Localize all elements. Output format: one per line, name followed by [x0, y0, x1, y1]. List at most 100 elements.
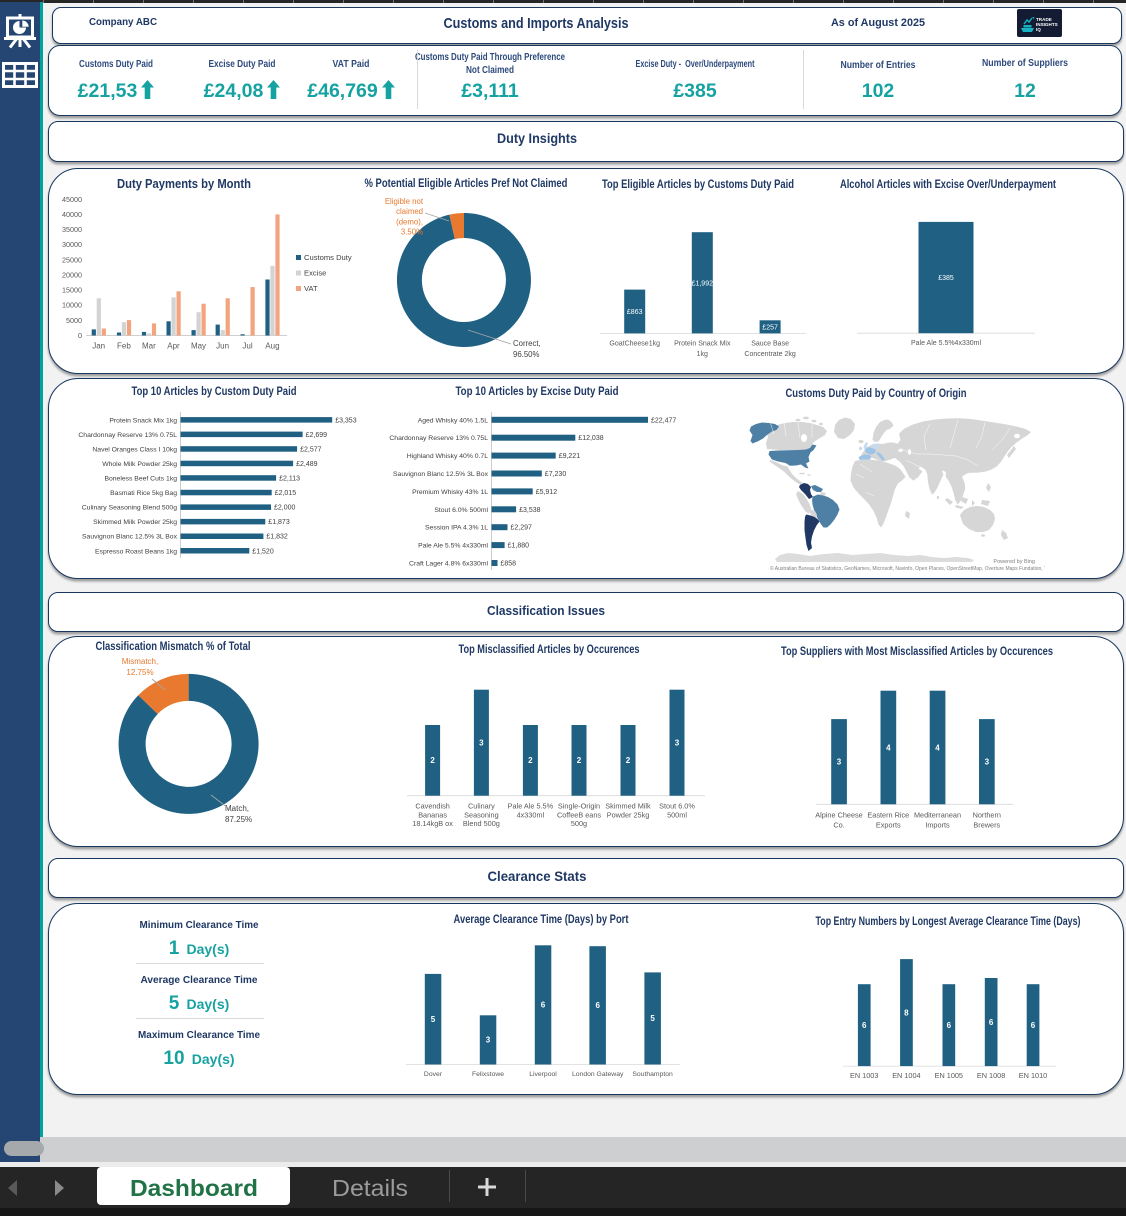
- svg-text:Stout 6.0%: Stout 6.0%: [659, 802, 695, 811]
- svg-text:10000: 10000: [62, 301, 82, 310]
- svg-text:Skimmed Milk Powder 25kg: Skimmed Milk Powder 25kg: [93, 519, 177, 526]
- svg-text:claimed: claimed: [396, 207, 423, 216]
- svg-text:£9,221: £9,221: [559, 453, 581, 460]
- svg-text:Boneless Beef Cuts 1kg: Boneless Beef Cuts 1kg: [104, 476, 177, 483]
- svg-text:Premium Whisky 43% 1L: Premium Whisky 43% 1L: [412, 489, 488, 496]
- svg-text:Cavendish: Cavendish: [415, 802, 449, 811]
- svg-text:Chardonnay Reserve 13% 0.75L: Chardonnay Reserve 13% 0.75L: [78, 432, 177, 439]
- svg-text:£22,477: £22,477: [651, 417, 676, 424]
- svg-text:£2,113: £2,113: [279, 476, 300, 483]
- svg-text:Southampton: Southampton: [632, 1071, 673, 1078]
- svg-text:Jan: Jan: [92, 342, 105, 351]
- svg-text:Navel Oranges Class I 10kg: Navel Oranges Class I 10kg: [92, 446, 177, 453]
- svg-text:Eligible not: Eligible not: [385, 197, 424, 206]
- svg-text:6: 6: [989, 1018, 994, 1027]
- svg-text:Sauce Base: Sauce Base: [751, 340, 789, 347]
- svg-text:Blend 500g: Blend 500g: [463, 819, 500, 828]
- svg-text:2: 2: [528, 756, 533, 765]
- svg-text:6: 6: [541, 1001, 546, 1010]
- svg-text:2: 2: [626, 756, 631, 765]
- svg-text:Craft Lager 4.8% 6x330ml: Craft Lager 4.8% 6x330ml: [409, 561, 488, 568]
- svg-text:£858: £858: [501, 561, 517, 568]
- svg-text:3: 3: [985, 758, 990, 767]
- svg-text:Concentrate 2kg: Concentrate 2kg: [744, 351, 795, 358]
- svg-text:3: 3: [479, 739, 484, 748]
- svg-text:Dover: Dover: [424, 1071, 443, 1078]
- svg-text:3: 3: [837, 758, 842, 767]
- svg-text:May: May: [191, 342, 206, 351]
- svg-text:© Australian Bureau of Statist: © Australian Bureau of Statistics, GeoNa…: [770, 565, 1045, 572]
- svg-text:Bananas: Bananas: [418, 810, 447, 819]
- svg-text:2: 2: [430, 756, 435, 765]
- svg-text:£2,577: £2,577: [300, 446, 322, 453]
- svg-text:Imports: Imports: [925, 820, 950, 829]
- svg-text:3: 3: [675, 739, 680, 748]
- svg-text:Pale Ale 5.5% 4x330ml: Pale Ale 5.5% 4x330ml: [418, 543, 488, 550]
- svg-text:Jul: Jul: [242, 342, 252, 351]
- svg-text:Skimmed Milk: Skimmed Milk: [605, 802, 651, 811]
- svg-text:3.50%: 3.50%: [401, 228, 423, 237]
- svg-text:5: 5: [650, 1014, 655, 1023]
- svg-text:EN 1008: EN 1008: [977, 1071, 1005, 1080]
- svg-text:Culinary: Culinary: [468, 802, 495, 811]
- svg-text:5000: 5000: [66, 316, 82, 325]
- svg-text:Eastern Rice: Eastern Rice: [867, 810, 909, 819]
- svg-text:Feb: Feb: [117, 342, 131, 351]
- svg-text:20000: 20000: [62, 271, 82, 280]
- svg-text:0: 0: [78, 331, 82, 340]
- svg-text:45000: 45000: [62, 195, 82, 204]
- svg-text:Sauvignon Blanc 12.5% 3L Box: Sauvignon Blanc 12.5% 3L Box: [82, 534, 178, 541]
- svg-text:Northern: Northern: [973, 810, 1001, 819]
- svg-text:Powder 25kg: Powder 25kg: [607, 810, 650, 819]
- svg-text:£2,699: £2,699: [306, 432, 328, 439]
- svg-text:(demo),: (demo),: [396, 217, 423, 226]
- svg-text:25000: 25000: [62, 255, 82, 264]
- svg-text:Mar: Mar: [142, 342, 156, 351]
- svg-text:EN 1005: EN 1005: [935, 1071, 963, 1080]
- svg-text:Seasoning: Seasoning: [464, 810, 499, 819]
- svg-text:EN 1010: EN 1010: [1019, 1071, 1047, 1080]
- svg-text:8: 8: [904, 1008, 909, 1017]
- svg-text:6: 6: [595, 1001, 600, 1010]
- svg-text:TRADE: TRADE: [1036, 17, 1052, 22]
- svg-text:Brewers: Brewers: [973, 820, 1000, 829]
- svg-text:2: 2: [577, 756, 582, 765]
- svg-text:Protein Snack Mix: Protein Snack Mix: [674, 340, 731, 347]
- svg-text:15000: 15000: [62, 286, 82, 295]
- svg-text:London Gateway: London Gateway: [572, 1071, 624, 1078]
- svg-text:Pale Ale 5.5%4x330ml: Pale Ale 5.5%4x330ml: [911, 340, 981, 347]
- svg-text:£1,992: £1,992: [692, 280, 714, 287]
- svg-text:Pale Ale 5.5%: Pale Ale 5.5%: [508, 802, 554, 811]
- svg-text:Whole Milk Powder 25kg: Whole Milk Powder 25kg: [102, 461, 177, 468]
- svg-text:£2,000: £2,000: [274, 505, 296, 512]
- svg-text:6: 6: [947, 1021, 952, 1030]
- svg-text:£385: £385: [938, 275, 954, 282]
- svg-text:VAT: VAT: [304, 284, 318, 293]
- svg-text:Mediterranean: Mediterranean: [914, 810, 961, 819]
- svg-text:£3,538: £3,538: [519, 507, 541, 514]
- svg-text:96.50%: 96.50%: [513, 350, 540, 359]
- svg-text:£2,297: £2,297: [511, 525, 533, 532]
- svg-text:Single-Origin: Single-Origin: [558, 802, 600, 811]
- svg-text:4x330ml: 4x330ml: [517, 810, 545, 819]
- svg-text:Alpine Cheese: Alpine Cheese: [815, 810, 862, 819]
- svg-text:Jun: Jun: [216, 342, 229, 351]
- svg-text:IQ: IQ: [1036, 27, 1041, 32]
- svg-text:£2,015: £2,015: [275, 490, 297, 497]
- svg-text:EN 1004: EN 1004: [892, 1071, 920, 1080]
- svg-text:35000: 35000: [62, 225, 82, 234]
- svg-text:Highland Whisky 40% 0.7L: Highland Whisky 40% 0.7L: [407, 453, 488, 460]
- svg-text:4: 4: [935, 743, 940, 752]
- svg-text:Liverpool: Liverpool: [529, 1071, 557, 1078]
- svg-text:Protein Snack Mix 1kg: Protein Snack Mix 1kg: [109, 417, 177, 424]
- svg-text:Aug: Aug: [265, 342, 279, 351]
- svg-text:CoffeeB eans: CoffeeB eans: [557, 810, 601, 819]
- svg-text:Espresso Roast Beans 1kg: Espresso Roast Beans 1kg: [95, 548, 177, 555]
- svg-text:4: 4: [886, 743, 891, 752]
- svg-text:30000: 30000: [62, 240, 82, 249]
- svg-text:Aged Whisky 40% 1.5L: Aged Whisky 40% 1.5L: [418, 417, 488, 424]
- svg-text:£3,353: £3,353: [335, 417, 357, 424]
- svg-text:5: 5: [431, 1015, 436, 1024]
- svg-text:40000: 40000: [62, 210, 82, 219]
- svg-text:Stout 6.0% 500ml: Stout 6.0% 500ml: [434, 507, 488, 514]
